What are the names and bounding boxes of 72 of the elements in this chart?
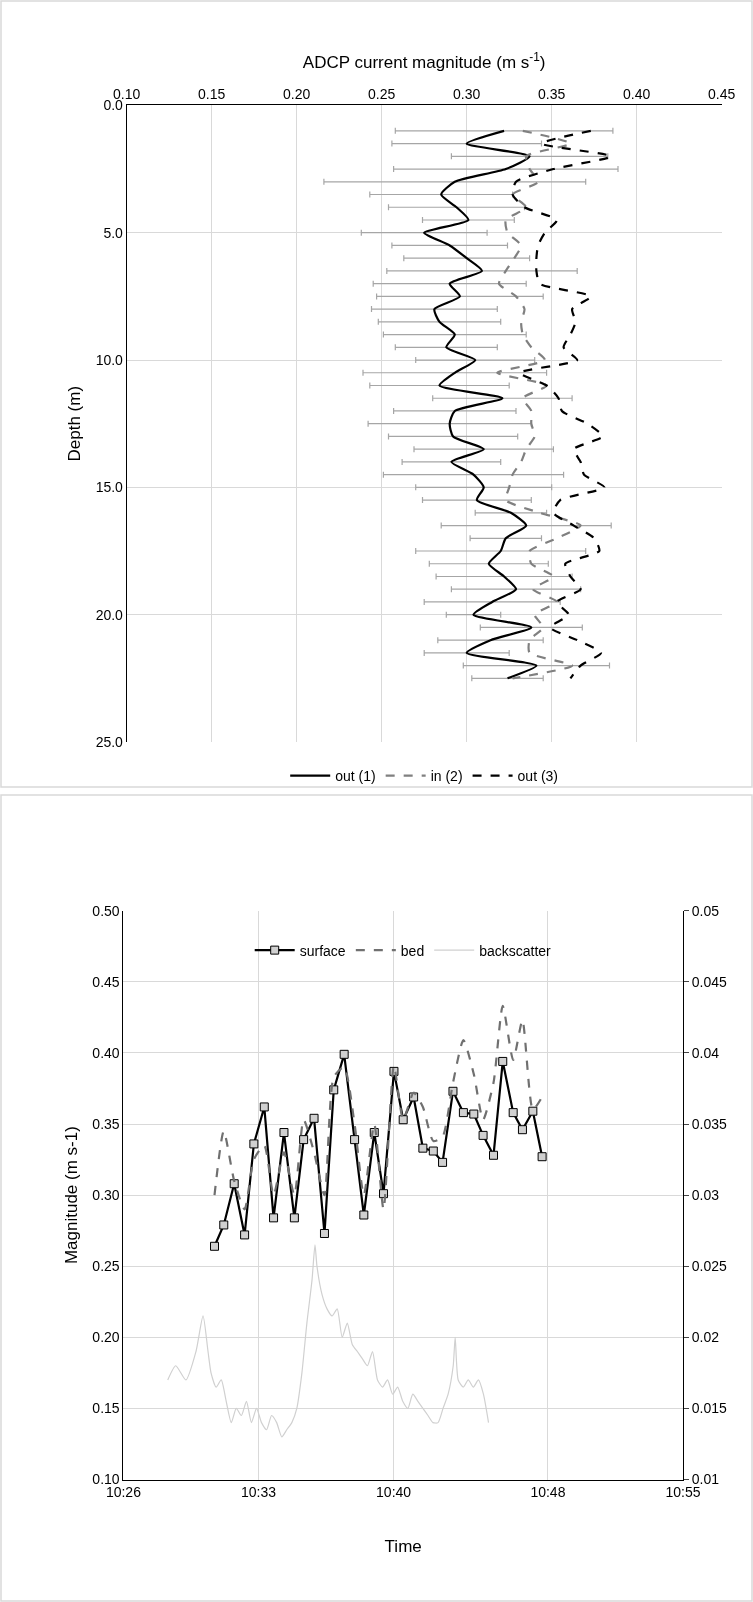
legend-label: backscatter [479,942,552,959]
legend-label: surface [299,942,346,959]
point [469,1109,479,1119]
point [219,1220,229,1230]
point [279,1128,289,1138]
y2-tick-label: 0.015 [691,1400,728,1417]
y2-tick-label: 0.045 [691,973,728,990]
y-axis-title: Depth (m) [65,385,85,462]
x-tick-label: 0.40 [623,85,651,102]
point [210,1241,220,1251]
point [508,1108,518,1118]
y-tick-label: 5.0 [103,224,124,241]
y2-tick-label: 0.02 [691,1329,720,1346]
x-tick-label: 0.30 [453,85,481,102]
point [359,1210,369,1220]
point [498,1056,508,1066]
legend-label: bed [400,942,425,959]
y-tick-label: 0.20 [92,1329,120,1346]
point [418,1143,428,1153]
point [339,1049,349,1059]
y-tick-label: 0.45 [92,973,120,990]
point [537,1152,547,1162]
point [309,1113,319,1123]
legend-label: out (1) [335,768,376,785]
x-tick-label: 0.35 [538,85,566,102]
y2-tick-label: 0.035 [691,1115,728,1132]
y-tick-label: 0.40 [92,1044,120,1061]
legend-label: in (2) [430,768,463,785]
y2-tick-label: 0.05 [691,902,720,919]
point [528,1106,538,1116]
x-tick-label: 10:48 [530,1484,566,1501]
x-axis-title: ADCP current magnitude (m s$^{-1}$) [302,50,546,73]
y2-tick-label: 0.03 [691,1187,720,1203]
point [319,1228,329,1238]
legend-label: out (3) [517,768,559,785]
x-tick-label: 10:33 [240,1484,277,1501]
x-tick-label: 0.20 [283,85,311,102]
point [249,1139,259,1149]
x-tick-label: 0.25 [368,85,396,102]
y2-tick-label: 0.04 [691,1044,720,1061]
y-tick-label: 0.35 [92,1115,120,1132]
point [299,1135,309,1145]
y-tick-label: 10.0 [95,351,124,368]
y-tick-label: 0.30 [92,1187,120,1203]
point [517,1125,527,1135]
point [428,1146,438,1156]
y-tick-label: 0.25 [92,1258,120,1275]
x-axis-title: Time [384,1536,422,1556]
y-tick-label: 0.15 [92,1400,120,1417]
line-series [213,1004,544,1211]
point [438,1157,448,1167]
point [269,1213,279,1223]
x-tick-label: 10:40 [376,1484,412,1501]
y-tick-label: 0.50 [92,902,120,919]
point [229,1179,239,1189]
point [350,1135,360,1145]
point [259,1102,269,1112]
y-tick-label: 20.0 [95,606,124,623]
x-tick-label: 0.15 [198,85,226,102]
point [240,1230,250,1240]
point [458,1108,468,1118]
line-series [496,129,582,680]
point [478,1130,488,1140]
y2-tick-label: 0.025 [691,1258,728,1275]
point [289,1213,299,1223]
point [398,1115,408,1125]
point [489,1150,498,1160]
x-tick-label: 0.45 [708,85,736,102]
y-tick-label: 15.0 [95,479,124,496]
y-axis-title: Magnitude (m s-1) [61,1126,81,1265]
y-tick-label: 25.0 [95,733,124,750]
line-series [423,129,538,680]
